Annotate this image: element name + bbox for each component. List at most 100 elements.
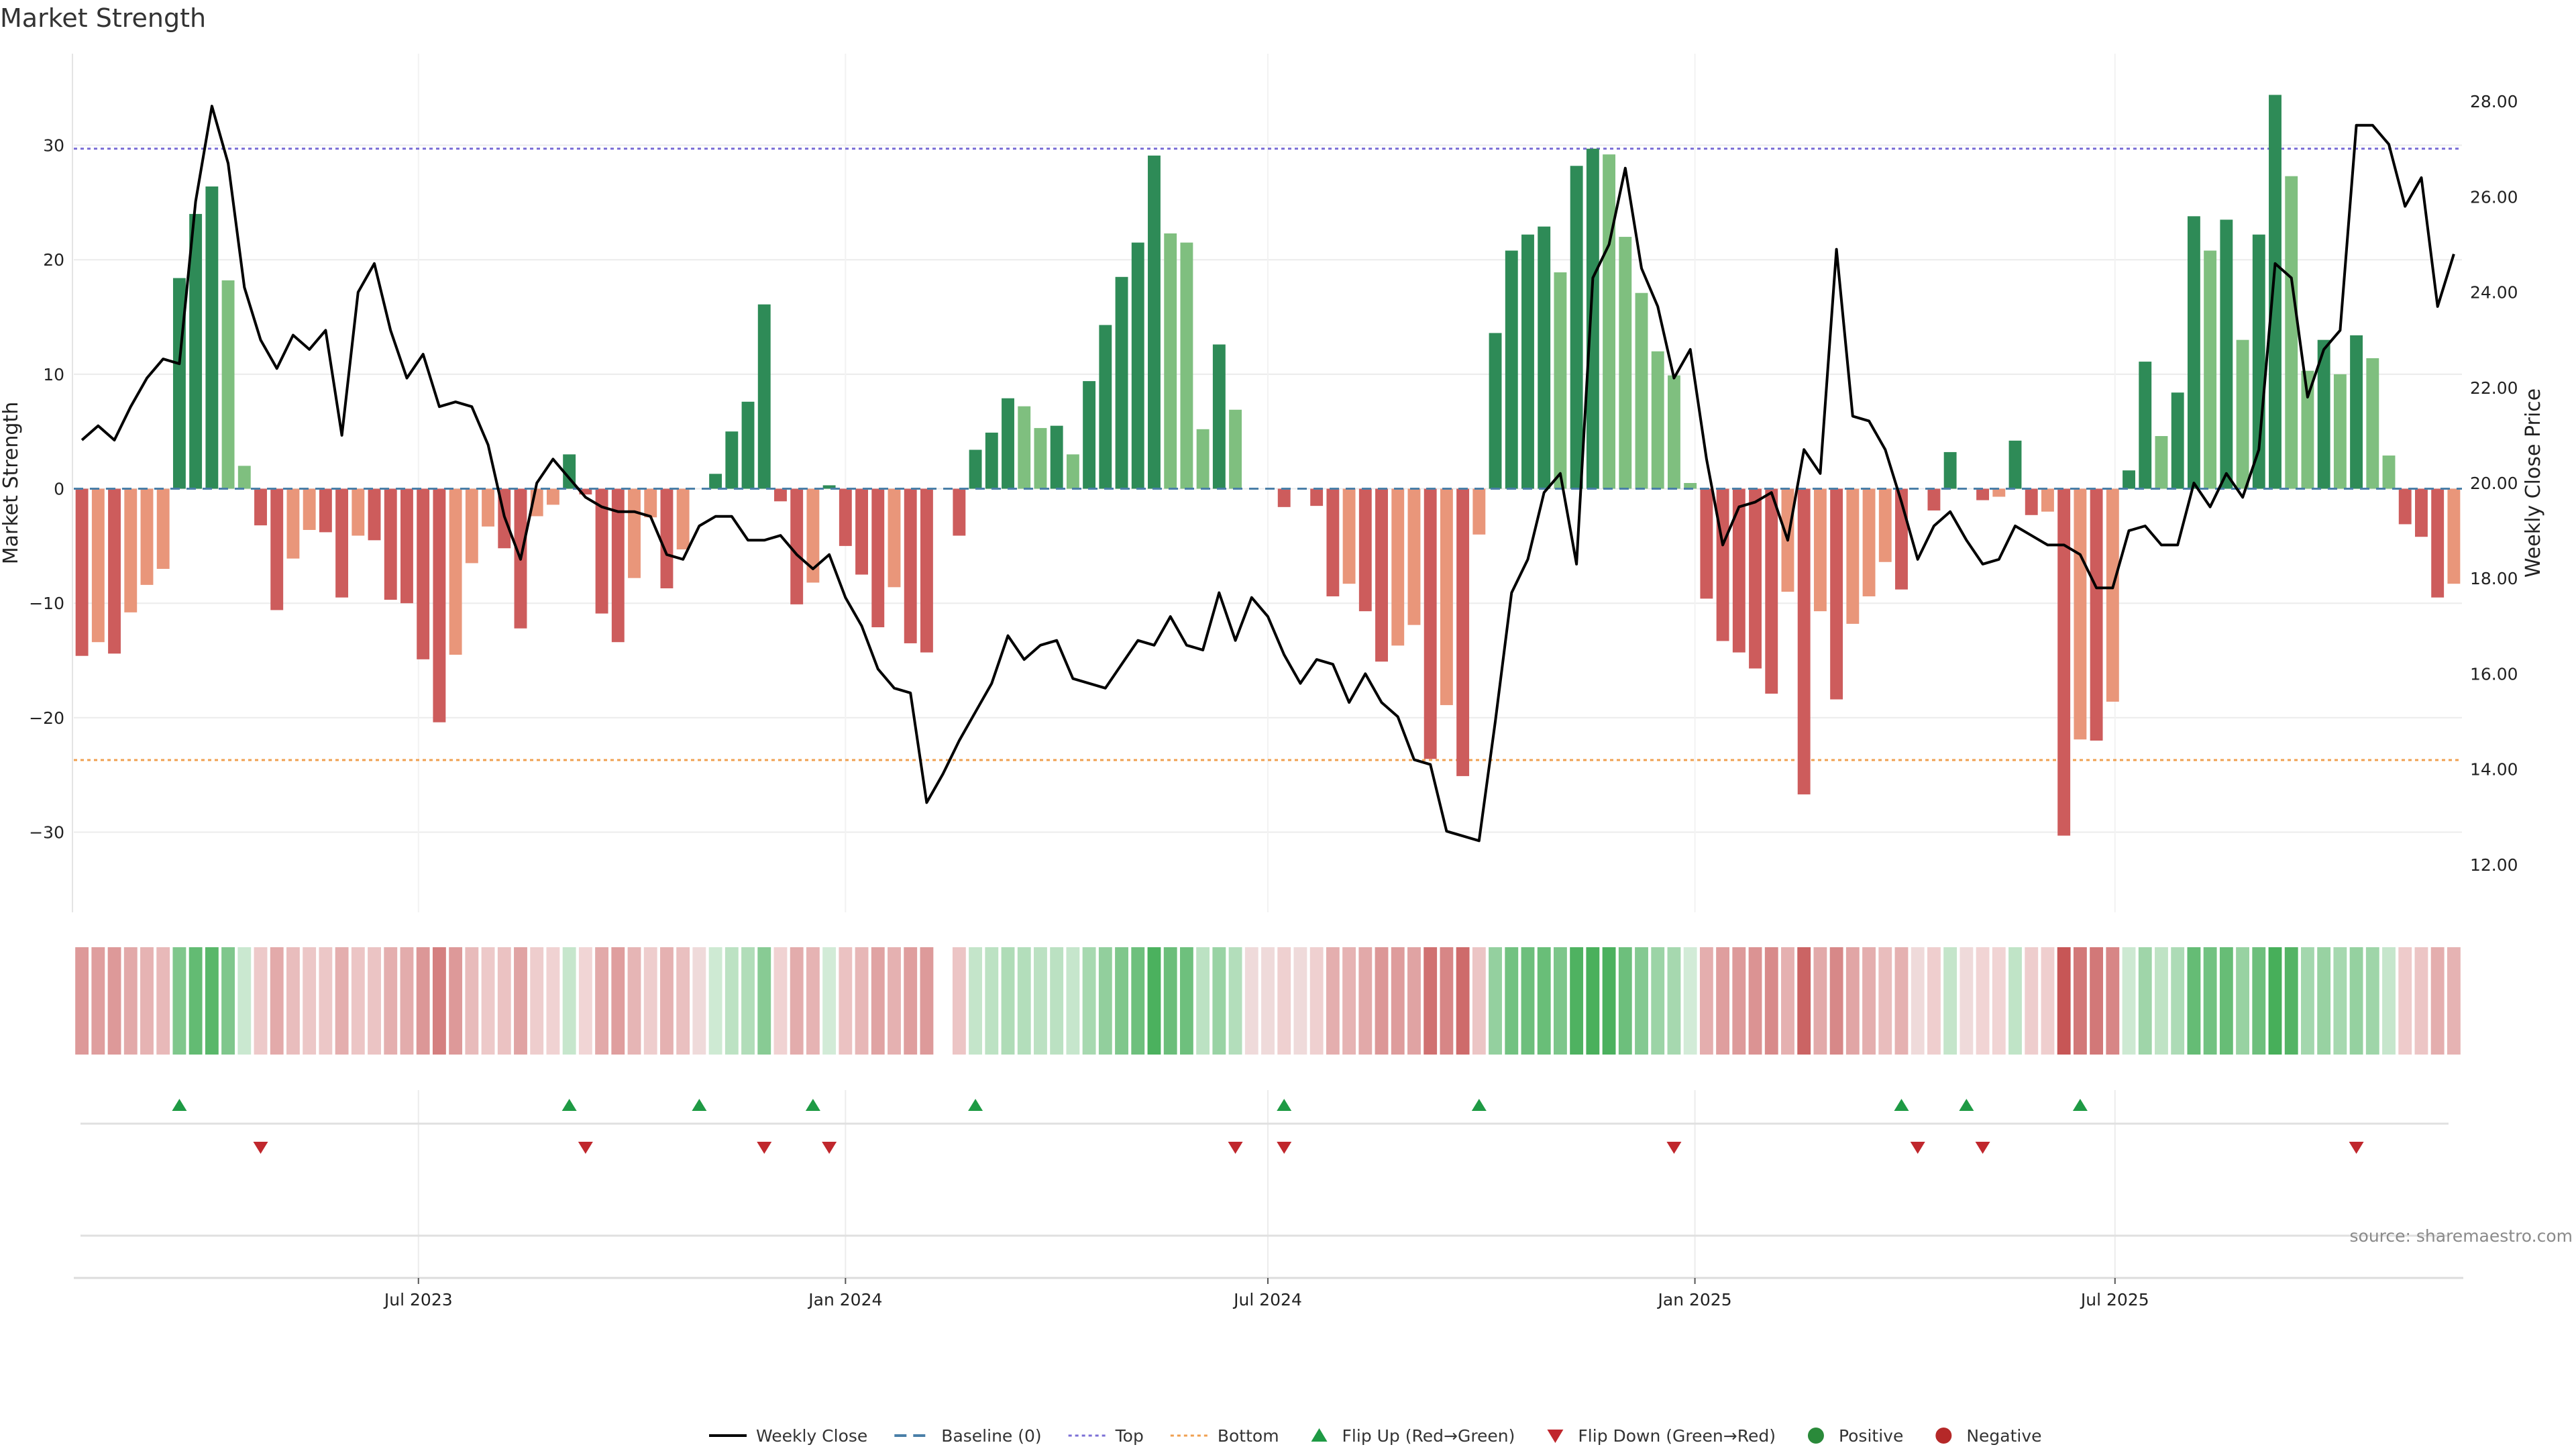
status-cell — [1261, 947, 1275, 1055]
strength-bar — [465, 488, 478, 564]
status-cell — [123, 947, 138, 1055]
status-cell — [514, 947, 527, 1055]
flip-up-marker — [692, 1099, 707, 1111]
status-cell — [416, 947, 430, 1055]
status-cell — [855, 947, 869, 1055]
strength-bar — [1684, 483, 1697, 489]
status-cell — [1683, 947, 1697, 1055]
strength-bar — [2366, 358, 2379, 489]
strength-bar — [2398, 488, 2412, 525]
status-cell — [2430, 947, 2445, 1055]
strength-bar — [2187, 216, 2200, 489]
status-cell — [2333, 947, 2347, 1055]
strength-bar — [839, 488, 852, 546]
status-cell — [2414, 947, 2428, 1055]
strength-bar — [1992, 488, 2006, 497]
legend-item: Positive — [1807, 1426, 1903, 1446]
strength-bar — [1180, 242, 1193, 489]
y-axis-label: Market Strength — [0, 402, 23, 564]
strength-bar — [1651, 351, 1664, 489]
y2-tick-label: 26.00 — [2470, 187, 2518, 207]
strength-bar — [2301, 370, 2314, 489]
strength-bar — [1391, 488, 1405, 646]
x-tick-label: Jan 2025 — [1657, 1290, 1732, 1309]
legend-swatch — [1935, 1428, 1952, 1444]
status-cell — [985, 947, 999, 1055]
strength-bar — [1440, 488, 1453, 706]
strength-bar — [628, 488, 641, 578]
status-cell — [757, 947, 771, 1055]
status-cell — [254, 947, 268, 1055]
strength-bar — [2431, 488, 2445, 598]
strength-bar — [221, 280, 235, 489]
status-cell — [1992, 947, 2006, 1055]
status-cell — [2122, 947, 2136, 1055]
flip-up-marker — [1959, 1099, 1974, 1111]
gridlines — [72, 54, 2462, 912]
legend-item: Negative — [1935, 1426, 2042, 1446]
status-cell — [2106, 947, 2120, 1055]
status-cell — [303, 947, 317, 1055]
status-cell — [497, 947, 511, 1055]
status-cell — [351, 947, 365, 1055]
status-cell — [1309, 947, 1324, 1055]
y-tick-label: 0 — [54, 480, 64, 499]
left-axis-ticks: −30 −20 −10 0 10 20 30 — [29, 136, 64, 843]
strength-bar — [676, 488, 690, 549]
status-cell — [530, 947, 544, 1055]
strength-bar — [1375, 488, 1388, 662]
status-cell — [676, 947, 690, 1055]
strength-bar — [1164, 233, 1177, 489]
strength-bar — [1456, 488, 1470, 776]
strength-bar — [920, 488, 933, 653]
status-cell — [1066, 947, 1080, 1055]
flip-down-marker — [2349, 1142, 2364, 1154]
main-panel: −30 −20 −10 0 10 20 30 12.00 14.00 16.00 18.00 20.… — [0, 54, 2545, 912]
status-cell — [692, 947, 706, 1055]
chart-title: Market Strength — [0, 3, 206, 33]
strength-bar — [254, 488, 267, 526]
strength-bar — [546, 488, 559, 505]
status-cell — [1862, 947, 1876, 1055]
strength-bar — [2415, 488, 2428, 537]
strength-bar — [189, 213, 203, 489]
legend-item: Top — [1068, 1426, 1144, 1446]
status-cell — [773, 947, 788, 1055]
status-cell — [1424, 947, 1438, 1055]
legend-item: Baseline (0) — [894, 1426, 1042, 1446]
legend-swatch — [1547, 1430, 1564, 1443]
status-cell — [400, 947, 414, 1055]
strength-bar — [1554, 272, 1567, 489]
flip-up-marker — [2072, 1099, 2088, 1111]
status-cell — [2398, 947, 2412, 1055]
status-cell — [140, 947, 154, 1055]
legend-item: Bottom — [1170, 1426, 1279, 1446]
strength-bar — [1050, 425, 1063, 489]
legend: Weekly Close Baseline (0) Top Bottom Flip Up… — [709, 1426, 2042, 1446]
status-cell — [2203, 947, 2217, 1055]
status-cell — [1391, 947, 1405, 1055]
strength-bar — [2074, 488, 2087, 740]
flip-up-marker — [1277, 1099, 1292, 1111]
strength-bar — [2041, 488, 2054, 512]
status-cell — [904, 947, 918, 1055]
status-cell — [1342, 947, 1356, 1055]
status-cell — [319, 947, 333, 1055]
strength-bar — [2285, 176, 2298, 489]
flip-panel — [74, 1090, 2463, 1279]
strength-bar — [774, 488, 787, 502]
status-cell — [75, 947, 89, 1055]
status-cell — [1326, 947, 1340, 1055]
status-cell — [1894, 947, 1909, 1055]
strength-bar — [1538, 226, 1551, 489]
strength-bar — [1472, 488, 1486, 535]
status-cell — [221, 947, 235, 1055]
status-cell — [1244, 947, 1258, 1055]
strength-bar — [725, 431, 739, 489]
strength-bar — [1034, 428, 1047, 489]
status-cell — [2382, 947, 2396, 1055]
status-cell — [1098, 947, 1112, 1055]
status-cell — [708, 947, 722, 1055]
status-cell — [286, 947, 300, 1055]
status-cell — [643, 947, 657, 1055]
